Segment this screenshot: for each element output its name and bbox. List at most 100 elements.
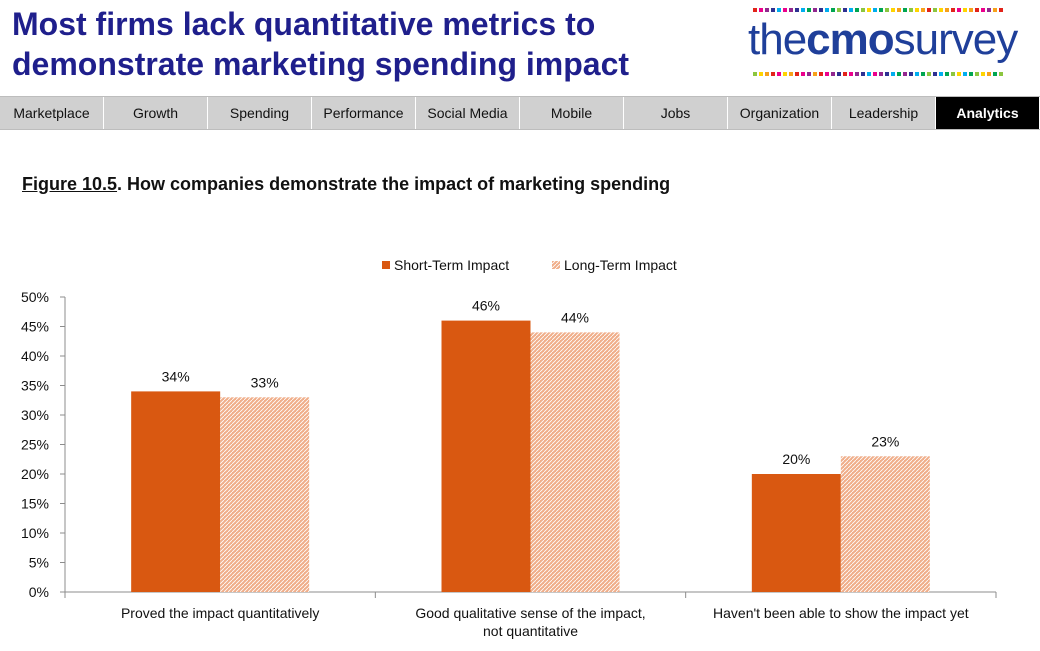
logo-dot: [795, 8, 799, 12]
logo-survey: survey: [893, 15, 1019, 64]
logo-dot: [759, 8, 763, 12]
logo-dot: [813, 8, 817, 12]
legend-swatch-short-term: [382, 261, 390, 269]
logo-dot-strip-bottom: [752, 64, 1006, 76]
logo-dot: [927, 8, 931, 12]
figure-title: Figure 10.5. How companies demonstrate t…: [22, 172, 670, 196]
logo-dot: [903, 72, 907, 76]
logo-wordmark: thecmosurvey: [748, 14, 1018, 66]
logo-dot: [987, 72, 991, 76]
logo-dot: [789, 72, 793, 76]
bar-long-term: [220, 397, 310, 592]
logo-dot: [783, 72, 787, 76]
data-label-short-term: 20%: [782, 451, 810, 467]
logo-dot: [999, 8, 1003, 12]
logo-dot: [765, 8, 769, 12]
y-tick-label: 15%: [21, 496, 49, 512]
logo-dot: [987, 8, 991, 12]
logo-dot: [813, 72, 817, 76]
logo-dot: [939, 72, 943, 76]
x-category-label: not quantitative: [483, 623, 578, 639]
logo-dot: [843, 8, 847, 12]
logo-dot: [825, 72, 829, 76]
y-tick-label: 35%: [21, 378, 49, 394]
logo-dot: [951, 72, 955, 76]
logo-dot: [837, 8, 841, 12]
data-label-long-term: 44%: [561, 309, 589, 325]
logo-dot: [849, 72, 853, 76]
logo-dot: [867, 72, 871, 76]
y-tick-label: 40%: [21, 348, 49, 364]
logo-dot: [753, 72, 757, 76]
logo-dot: [951, 8, 955, 12]
logo-dot: [855, 72, 859, 76]
logo-dot: [915, 72, 919, 76]
nav-tab-jobs[interactable]: Jobs: [624, 97, 728, 129]
logo-dot: [777, 8, 781, 12]
logo-dot: [807, 72, 811, 76]
logo-dot: [945, 72, 949, 76]
logo-dot: [915, 8, 919, 12]
nav-tab-leadership[interactable]: Leadership: [832, 97, 936, 129]
y-tick-label: 0%: [29, 584, 49, 600]
logo-dot: [963, 8, 967, 12]
logo-dot: [969, 8, 973, 12]
logo-dot: [843, 72, 847, 76]
y-tick-label: 10%: [21, 525, 49, 541]
nav-tab-social-media[interactable]: Social Media: [416, 97, 520, 129]
nav-tab-marketplace[interactable]: Marketplace: [0, 97, 104, 129]
logo-dot: [879, 72, 883, 76]
y-tick-label: 25%: [21, 437, 49, 453]
bar-short-term: [441, 320, 531, 592]
data-label-long-term: 33%: [251, 374, 279, 390]
figure-caption: . How companies demonstrate the impact o…: [117, 174, 671, 194]
logo-dot: [891, 8, 895, 12]
nav-tab-performance[interactable]: Performance: [312, 97, 416, 129]
logo-dot: [981, 8, 985, 12]
logo-dot: [921, 72, 925, 76]
bar-chart: Short-Term Impact Long-Term Impact 0% 5% 10%…: [21, 257, 997, 639]
logo-dot: [849, 8, 853, 12]
nav-tab-growth[interactable]: Growth: [104, 97, 208, 129]
logo-dot: [909, 8, 913, 12]
logo-dot: [789, 8, 793, 12]
nav-tab-mobile[interactable]: Mobile: [520, 97, 624, 129]
logo-dot: [837, 72, 841, 76]
logo-dot: [867, 8, 871, 12]
logo-dot: [891, 72, 895, 76]
logo-dot: [897, 8, 901, 12]
logo-dot: [873, 72, 877, 76]
logo-dot: [801, 72, 805, 76]
logo-dot: [759, 72, 763, 76]
logo-dot: [957, 72, 961, 76]
logo-the: the: [748, 15, 807, 64]
cmo-survey-logo: thecmosurvey: [748, 0, 1018, 86]
logo-dot: [771, 72, 775, 76]
legend-swatch-long-term: [552, 261, 560, 269]
logo-dot: [927, 72, 931, 76]
legend-label-short-term: Short-Term Impact: [394, 257, 509, 273]
logo-dot: [879, 8, 883, 12]
bar-short-term: [751, 474, 841, 592]
nav-tab-organization[interactable]: Organization: [728, 97, 832, 129]
logo-dot: [795, 72, 799, 76]
y-tick-label: 45%: [21, 319, 49, 335]
logo-dot: [969, 72, 973, 76]
logo-dot: [855, 8, 859, 12]
logo-cmo: cmo: [806, 15, 894, 64]
logo-dot: [861, 72, 865, 76]
logo-dot: [939, 8, 943, 12]
legend-label-long-term: Long-Term Impact: [564, 257, 677, 273]
logo-dot: [801, 8, 805, 12]
logo-dot: [873, 8, 877, 12]
logo-dot: [885, 8, 889, 12]
data-label-long-term: 23%: [871, 433, 899, 449]
bar-short-term: [131, 391, 221, 592]
nav-tab-spending[interactable]: Spending: [208, 97, 312, 129]
nav-tab-analytics[interactable]: Analytics: [936, 97, 1040, 129]
logo-dot: [933, 8, 937, 12]
y-tick-label: 50%: [21, 289, 49, 305]
logo-dot: [957, 8, 961, 12]
logo-dot: [975, 8, 979, 12]
data-label-short-term: 34%: [162, 368, 190, 384]
